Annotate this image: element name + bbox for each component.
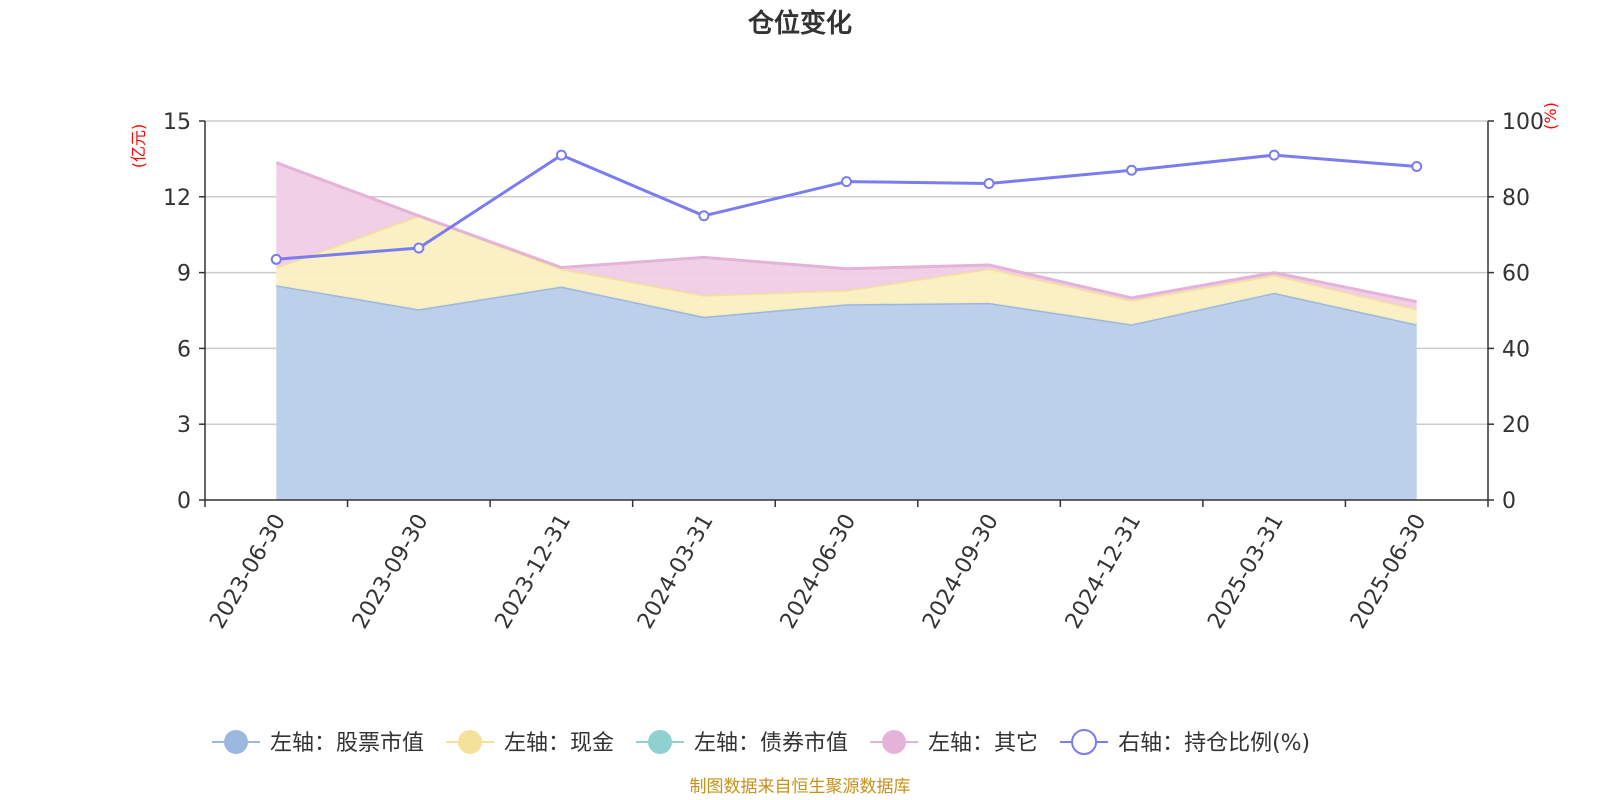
x-tick-label: 2023-12-31 [491, 510, 577, 633]
left-tick-label: 0 [177, 489, 191, 514]
ratio-point [1126, 164, 1138, 176]
legend-marker [1071, 729, 1098, 755]
legend-item: 右轴：持仓比例(%) [1060, 729, 1310, 756]
legend-marker [224, 730, 248, 754]
ratio-point [1411, 160, 1423, 172]
left-axis-unit: (亿元) [129, 124, 148, 169]
x-tick-label: 2024-12-31 [1061, 510, 1147, 633]
legend-label: 左轴：其它 [928, 731, 1038, 756]
ratio-point [698, 210, 710, 222]
legend-label: 左轴：债券市值 [694, 731, 848, 756]
area-edge-左轴：其它 [275, 161, 1418, 304]
legend-label: 右轴：持仓比例(%) [1118, 731, 1310, 756]
chart-title: 仓位变化 [747, 8, 852, 39]
area-series [275, 161, 1418, 500]
x-tick-label: 2025-03-31 [1203, 510, 1289, 633]
area-左轴：其它 [276, 162, 1417, 310]
ratio-point [413, 242, 425, 254]
legend-item: 左轴：债券市值 [636, 730, 848, 756]
legend-marker [458, 730, 483, 754]
legend-item: 左轴：股票市值 [212, 730, 424, 756]
legend-label: 左轴：现金 [504, 731, 614, 756]
legend-marker [648, 730, 673, 754]
left-tick-label: 6 [177, 337, 191, 362]
ratio-point [983, 178, 995, 190]
x-tick-label: 2023-09-30 [348, 510, 434, 633]
x-tick-label: 2024-06-30 [776, 510, 862, 633]
x-tick-label: 2024-03-31 [633, 510, 719, 633]
right-axis-unit: (%) [1541, 102, 1560, 130]
legend-label: 左轴：股票市值 [270, 731, 424, 756]
left-tick-label: 3 [177, 413, 191, 438]
x-tick-label: 2023-06-30 [205, 510, 291, 633]
right-tick-label: 80 [1502, 186, 1530, 211]
ratio-line-series [270, 149, 1423, 265]
area-左轴：股票市值 [276, 285, 1417, 500]
legend-item: 左轴：现金 [446, 730, 614, 756]
right-tick-label: 100 [1502, 110, 1544, 135]
ratio-point [555, 149, 567, 161]
x-tick-label: 2025-06-30 [1346, 510, 1432, 633]
ratio-point [1268, 149, 1280, 161]
right-tick-label: 40 [1502, 337, 1530, 362]
x-tick-label: 2024-09-30 [918, 510, 1004, 633]
left-tick-label: 15 [163, 110, 191, 135]
legend-marker [882, 730, 907, 754]
right-tick-label: 20 [1502, 413, 1530, 438]
left-tick-label: 12 [163, 186, 191, 211]
left-tick-label: 9 [177, 262, 191, 287]
ratio-point [841, 176, 852, 188]
ratio-point [270, 253, 282, 265]
legend: 左轴：股票市值 左轴：现金 左轴：债券市值 左轴：其它 右轴：持仓比例(%) [212, 729, 1310, 756]
right-tick-label: 0 [1502, 489, 1516, 514]
source-note: 制图数据来自恒生聚源数据库 [690, 777, 911, 797]
legend-item: 左轴：其它 [870, 730, 1038, 756]
right-tick-label: 60 [1502, 262, 1530, 287]
